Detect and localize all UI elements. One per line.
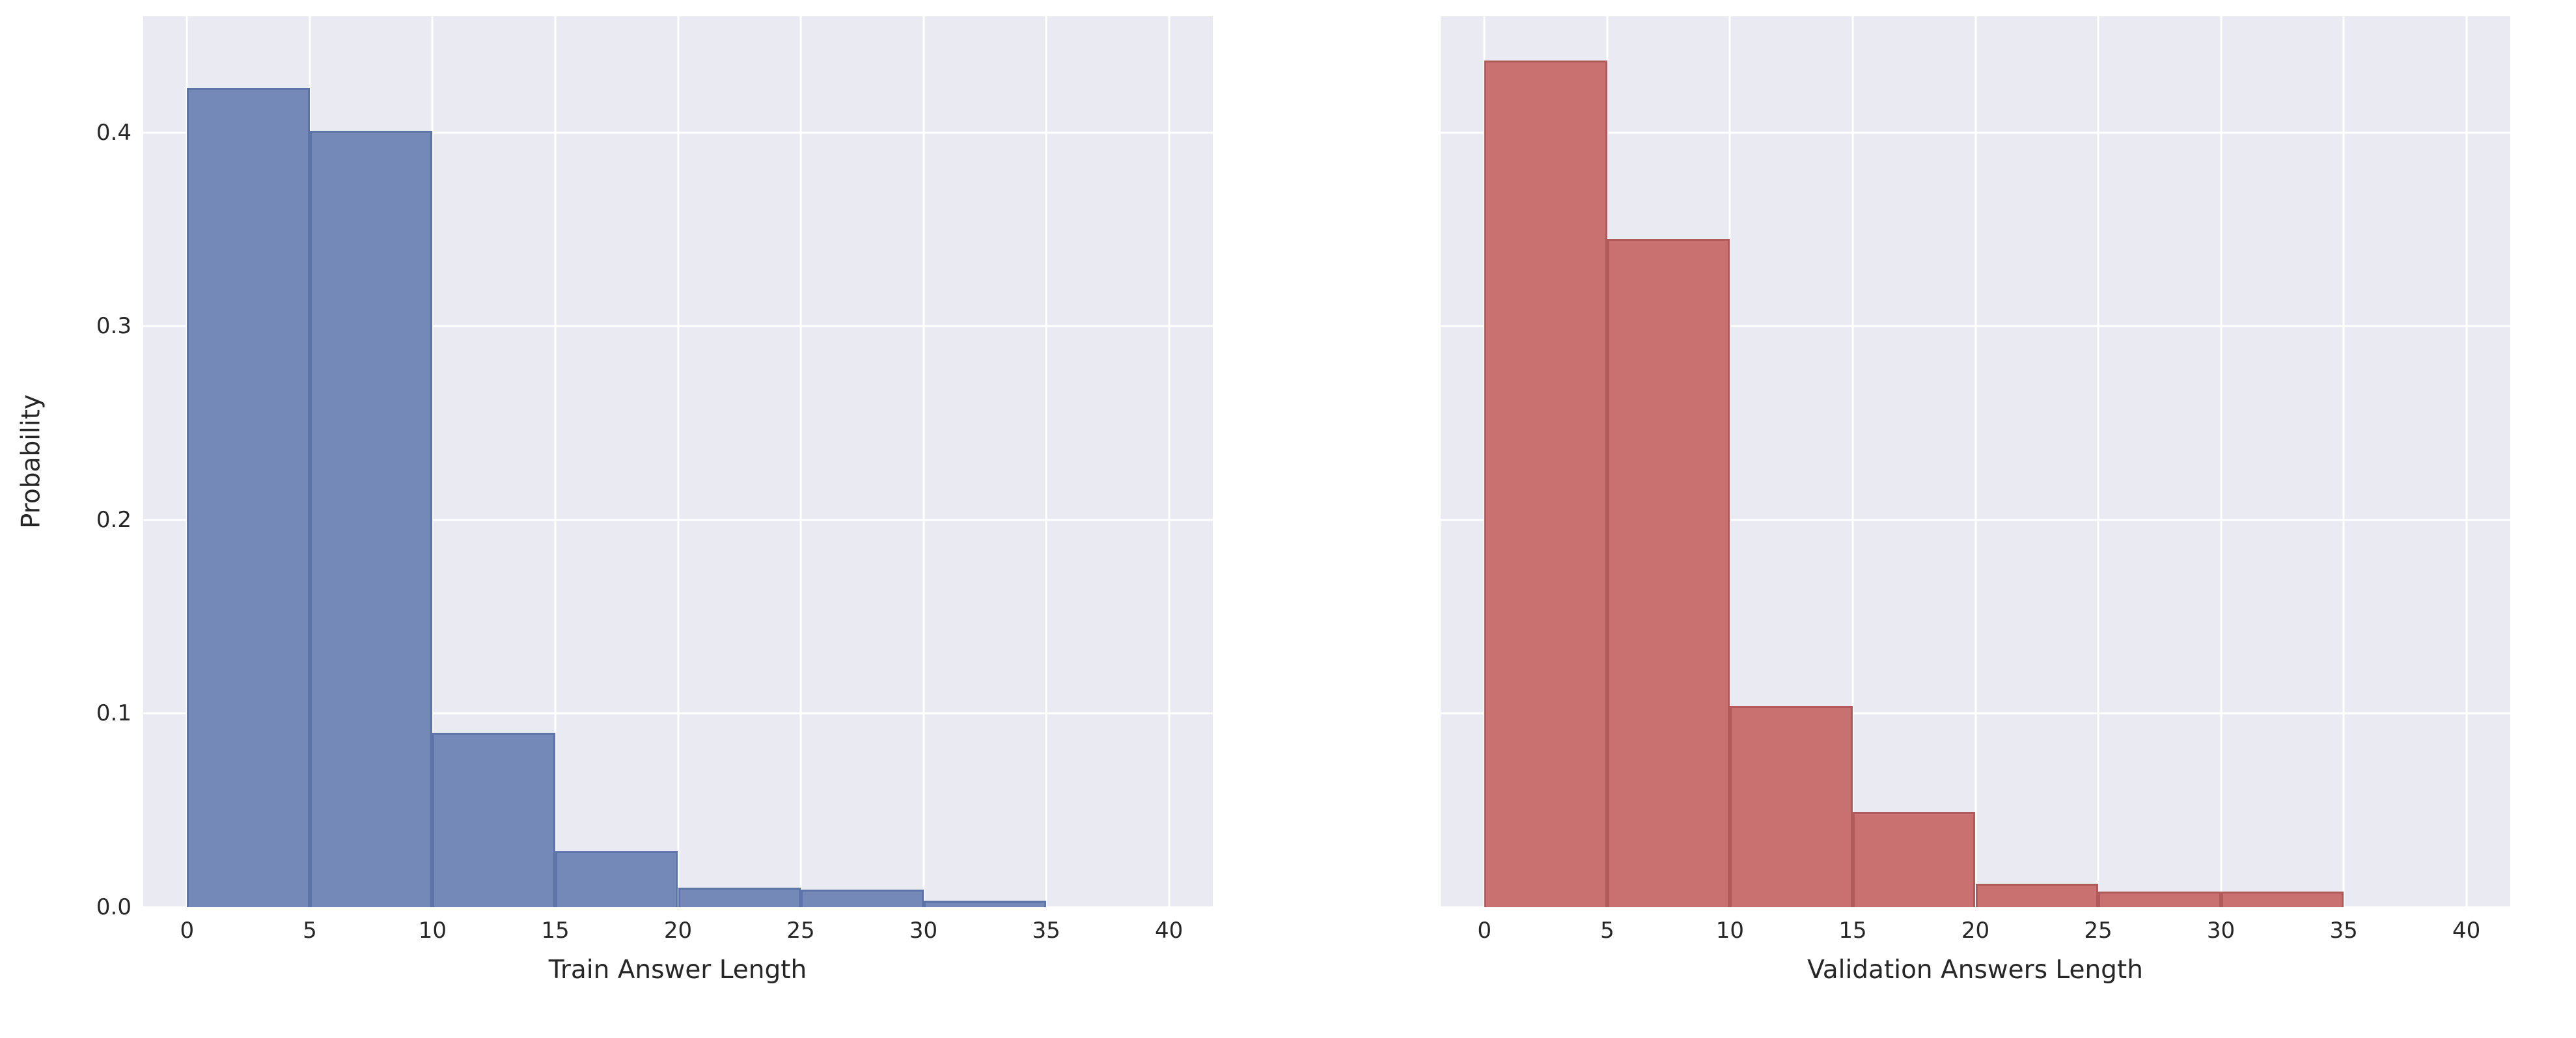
gridline-vertical [1045, 16, 1047, 907]
gridline-vertical [554, 16, 557, 907]
gridline-horizontal [143, 906, 1213, 907]
x-tick-label: 35 [2329, 918, 2358, 944]
y-tick-label: 0.1 [96, 700, 132, 727]
x-tick-label: 20 [663, 918, 693, 944]
x-tick-label: 0 [1477, 918, 1492, 944]
gridline-vertical [2097, 16, 2099, 907]
gridline-vertical [677, 16, 679, 907]
gridline-vertical [922, 16, 925, 907]
histogram-bar [555, 851, 678, 907]
gridline-vertical [2465, 16, 2468, 907]
gridline-vertical [1606, 16, 1609, 907]
gridline-horizontal [143, 131, 1213, 134]
histogram-bar [2098, 892, 2221, 907]
gridline-horizontal [1441, 712, 2510, 715]
y-tick-label: 0.4 [96, 119, 132, 146]
histogram-bar [432, 733, 555, 907]
x-tick-label: 35 [1032, 918, 1060, 944]
x-tick-label: 10 [418, 918, 447, 944]
x-axis-label: Train Answer Length [548, 955, 807, 985]
gridline-vertical [431, 16, 434, 907]
x-tick-label: 20 [1961, 918, 1990, 944]
y-tick-label: 0.2 [96, 506, 132, 533]
x-tick-label: 15 [541, 918, 570, 944]
histogram-bar [309, 130, 433, 907]
x-tick-label: 25 [786, 918, 815, 944]
gridline-vertical [186, 16, 188, 907]
x-tick-label: 40 [1154, 918, 1184, 944]
gridline-horizontal [143, 712, 1213, 715]
y-tick-label: 0.3 [96, 313, 132, 340]
histogram-bar [801, 890, 924, 907]
histogram-bar [2221, 892, 2344, 907]
x-tick-label: 30 [909, 918, 938, 944]
histogram-bar [1607, 239, 1730, 907]
x-tick-label: 10 [1715, 918, 1745, 944]
x-tick-label: 15 [1838, 918, 1867, 944]
x-tick-label: 40 [2452, 918, 2481, 944]
gridline-horizontal [1441, 131, 2510, 134]
gridline-vertical [2342, 16, 2345, 907]
gridline-horizontal [1441, 906, 2510, 907]
histogram-bar [1484, 61, 1607, 907]
gridline-vertical [1728, 16, 1731, 907]
histogram-bar [678, 888, 801, 907]
x-tick-label: 5 [303, 918, 317, 944]
gridline-vertical [799, 16, 802, 907]
histogram-bar [923, 900, 1047, 907]
gridline-vertical [2220, 16, 2223, 907]
x-axis-label: Validation Answers Length [1807, 955, 2143, 985]
plot-area [1441, 16, 2510, 907]
gridline-vertical [1974, 16, 1976, 907]
gridline-vertical [1168, 16, 1170, 907]
x-tick-label: 25 [2084, 918, 2112, 944]
gridline-vertical [1483, 16, 1486, 907]
y-tick-label: 0.0 [96, 894, 132, 920]
histogram-bar [1852, 812, 1976, 907]
x-tick-label: 5 [1600, 918, 1614, 944]
histogram-bar [1975, 884, 2099, 907]
gridline-horizontal [143, 519, 1213, 521]
gridline-horizontal [143, 325, 1213, 327]
plot-area [143, 16, 1213, 907]
x-tick-label: 30 [2206, 918, 2236, 944]
y-axis-label: Probability [16, 394, 46, 529]
histogram-bar [187, 88, 310, 907]
histogram-bar [1730, 705, 1853, 907]
gridline-horizontal [1441, 519, 2510, 521]
gridline-horizontal [1441, 325, 2510, 327]
gridline-vertical [309, 16, 311, 907]
x-tick-label: 0 [180, 918, 195, 944]
gridline-vertical [1851, 16, 1854, 907]
